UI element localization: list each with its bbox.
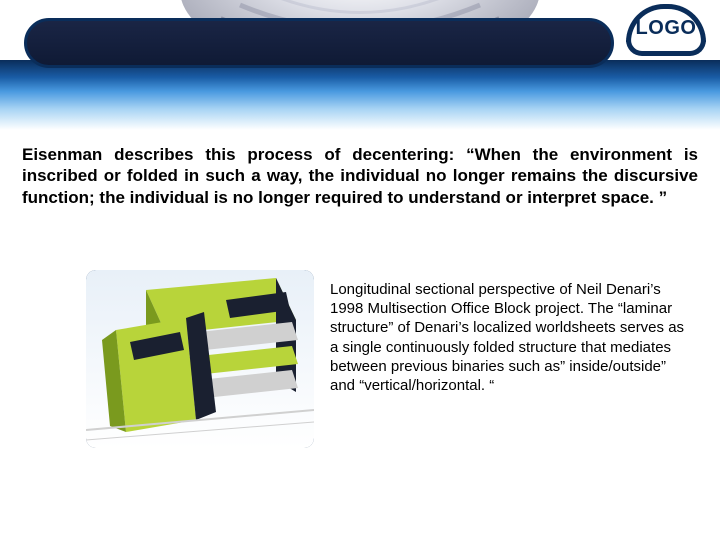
architecture-illustration bbox=[86, 270, 314, 448]
caption-text: Longitudinal sectional perspective of Ne… bbox=[330, 280, 690, 395]
logo-text: LOGO bbox=[626, 17, 706, 40]
title-bar bbox=[24, 18, 614, 68]
header-gradient-band bbox=[0, 60, 720, 130]
main-paragraph: Eisenman describes this process of decen… bbox=[22, 144, 698, 208]
logo: LOGO bbox=[626, 4, 706, 54]
logo-arc-bottom bbox=[626, 40, 706, 56]
